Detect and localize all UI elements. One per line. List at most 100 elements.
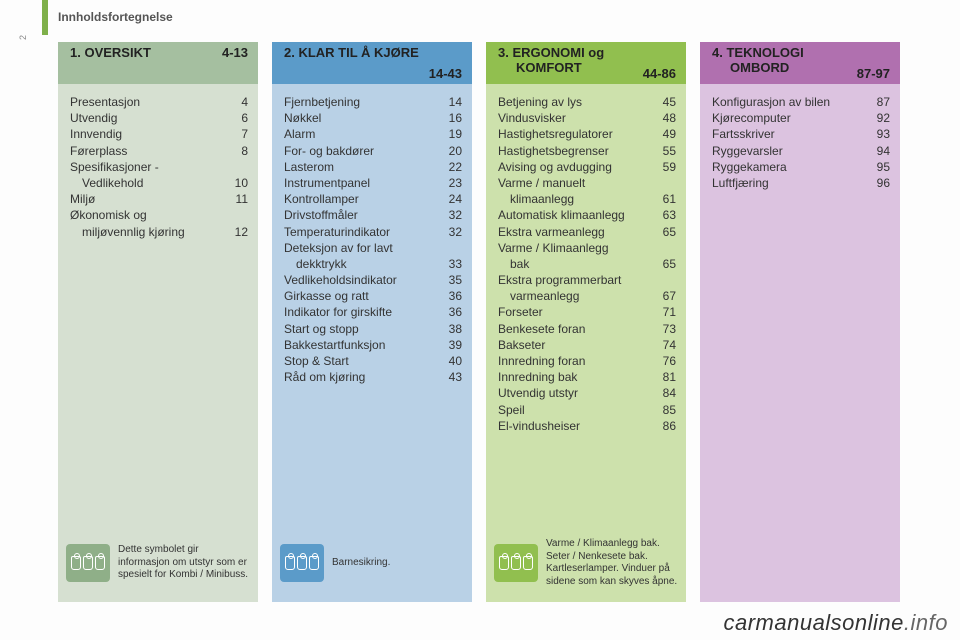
toc-entry: Stop & Start40	[284, 353, 462, 369]
toc-entry: Fartsskriver93	[712, 126, 890, 142]
toc-entry-title: Innredning foran	[498, 353, 650, 369]
toc-entry: miljøvennlig kjøring12	[70, 224, 248, 240]
toc-entry-title: Innredning bak	[498, 369, 650, 385]
toc-entry-page: 23	[436, 175, 462, 191]
toc-entry: Deteksjon av for lavt	[284, 240, 462, 256]
toc-entry-title: Deteksjon av for lavt	[284, 240, 436, 256]
toc-entry-page: 63	[650, 207, 676, 223]
toc-entry-page: 48	[650, 110, 676, 126]
toc-entry-title: Hastighetsregulatorer	[498, 126, 650, 142]
toc-entry-title: Temperaturindikator	[284, 224, 436, 240]
toc-entry-page: 40	[436, 353, 462, 369]
toc-entry-title: Hastighetsbegrenser	[498, 143, 650, 159]
toc-entry-title: Vindusvisker	[498, 110, 650, 126]
column-header: 1. OVERSIKT4-13	[58, 42, 258, 84]
toc-entry: Varme / Klimaanlegg	[498, 240, 676, 256]
toc-entry: Alarm19	[284, 126, 462, 142]
toc-entry-page: 12	[222, 224, 248, 240]
toc-entry-page: 32	[436, 207, 462, 223]
toc-entry-page: 93	[864, 126, 890, 142]
toc-entry-title: Økonomisk og	[70, 207, 222, 223]
toc-entry-title: Ryggevarsler	[712, 143, 864, 159]
column-footer-text: Barnesikring.	[332, 557, 390, 570]
toc-entry-title: Drivstoffmåler	[284, 207, 436, 223]
toc-entry-title: Nøkkel	[284, 110, 436, 126]
watermark-right: .info	[904, 610, 948, 635]
toc-entry-page: 92	[864, 110, 890, 126]
toc-entry: Hastighetsbegrenser55	[498, 143, 676, 159]
toc-entry-title: Ekstra varmeanlegg	[498, 224, 650, 240]
toc-entry-page: 65	[650, 256, 676, 272]
toc-entry: For- og bakdører20	[284, 143, 462, 159]
toc-entry-page: 4	[222, 94, 248, 110]
toc-entry: Utvendig utstyr84	[498, 385, 676, 401]
toc-entry-title: For- og bakdører	[284, 143, 436, 159]
toc-entry: Forseter71	[498, 304, 676, 320]
toc-entry-title: Kontrollamper	[284, 191, 436, 207]
column-body: Fjernbetjening14Nøkkel16Alarm19For- og b…	[272, 84, 472, 602]
toc-entry-page	[222, 159, 248, 175]
toc-entry: Økonomisk og	[70, 207, 248, 223]
toc-entry-title: Konfigurasjon av bilen	[712, 94, 864, 110]
toc-entry-page: 8	[222, 143, 248, 159]
toc-entry-page: 73	[650, 321, 676, 337]
toc-entry-page: 16	[436, 110, 462, 126]
toc-entry-page: 14	[436, 94, 462, 110]
toc-entry: Nøkkel16	[284, 110, 462, 126]
column-page-range: 87-97	[857, 66, 890, 81]
toc-entry: Ryggekamera95	[712, 159, 890, 175]
toc-entry-title: Indikator for girskifte	[284, 304, 436, 320]
page-side-number: 2	[18, 35, 28, 40]
toc-columns: 1. OVERSIKT4-13Presentasjon4Utvendig6Inn…	[58, 42, 900, 602]
toc-entry: Kontrollamper24	[284, 191, 462, 207]
toc-entry-title: Fjernbetjening	[284, 94, 436, 110]
toc-entry-page: 95	[864, 159, 890, 175]
toc-entry-page	[650, 272, 676, 288]
seats-icon	[66, 544, 110, 582]
toc-entry: Speil85	[498, 402, 676, 418]
toc-entry-page: 38	[436, 321, 462, 337]
toc-entry-title: Utvendig utstyr	[498, 385, 650, 401]
toc-entry-page: 86	[650, 418, 676, 434]
toc-entry-title: Kjørecomputer	[712, 110, 864, 126]
toc-entry-title: Førerplass	[70, 143, 222, 159]
column-body: Konfigurasjon av bilen87Kjørecomputer92F…	[700, 84, 900, 602]
column-page-range: 14-43	[429, 66, 462, 81]
toc-entry: Kjørecomputer92	[712, 110, 890, 126]
column-header: 4. TEKNOLOGIOMBORD87-97	[700, 42, 900, 84]
toc-entry-page: 65	[650, 224, 676, 240]
toc-entry-title: Girkasse og ratt	[284, 288, 436, 304]
toc-entry: Spesifikasjoner -	[70, 159, 248, 175]
column-title: 4. TEKNOLOGI	[712, 45, 892, 60]
toc-entry: Ryggevarsler94	[712, 143, 890, 159]
toc-entry: Vedlikehold10	[70, 175, 248, 191]
toc-entry-page: 22	[436, 159, 462, 175]
toc-entry-title: bak	[498, 256, 650, 272]
toc-entry-page: 36	[436, 288, 462, 304]
toc-entry-page: 85	[650, 402, 676, 418]
toc-entry-title: Betjening av lys	[498, 94, 650, 110]
toc-entry-title: Lasterom	[284, 159, 436, 175]
toc-entry-page: 87	[864, 94, 890, 110]
toc-entry: Instrumentpanel23	[284, 175, 462, 191]
toc-entry-title: Benkesete foran	[498, 321, 650, 337]
toc-entry-title: Instrumentpanel	[284, 175, 436, 191]
toc-entry-page: 61	[650, 191, 676, 207]
toc-entry-page: 39	[436, 337, 462, 353]
toc-entry-page: 55	[650, 143, 676, 159]
toc-entry: Hastighetsregulatorer49	[498, 126, 676, 142]
toc-entry-page: 59	[650, 159, 676, 175]
toc-entry: Fjernbetjening14	[284, 94, 462, 110]
toc-entry: Bakkestartfunksjon39	[284, 337, 462, 353]
toc-entry-title: Presentasjon	[70, 94, 222, 110]
toc-column: 3. ERGONOMI ogKOMFORT44-86Betjening av l…	[486, 42, 686, 602]
toc-entry: Varme / manuelt	[498, 175, 676, 191]
toc-entry-page: 7	[222, 126, 248, 142]
toc-entry: Ekstra varmeanlegg65	[498, 224, 676, 240]
toc-entry-title: Spesifikasjoner -	[70, 159, 222, 175]
column-body: Presentasjon4Utvendig6Innvendig7Førerpla…	[58, 84, 258, 602]
toc-entry: Presentasjon4	[70, 94, 248, 110]
toc-entry-title: Automatisk klimaanlegg	[498, 207, 650, 223]
toc-entry: Råd om kjøring43	[284, 369, 462, 385]
toc-entry-page: 35	[436, 272, 462, 288]
